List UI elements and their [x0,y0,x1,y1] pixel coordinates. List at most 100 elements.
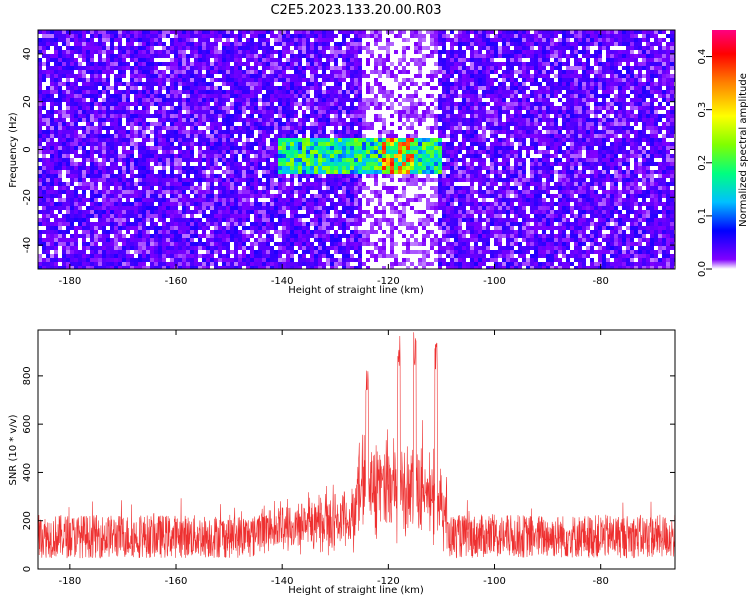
spectrogram-cell [170,70,174,74]
spectrogram-cell [618,70,622,74]
spectrogram-cell [126,134,130,138]
spectrogram-cell [614,150,618,154]
spectrogram-cell [502,86,506,90]
spectrogram-cell [322,66,326,70]
spectrogram-cell [614,166,618,170]
spectrogram-cell [506,158,510,162]
spectrogram-cell [602,150,606,154]
spectrogram-cell [174,58,178,62]
spectrogram-cell [146,58,150,62]
spectrogram-cell [294,142,298,146]
spectrogram-cell [602,126,606,130]
spectrogram-cell [422,162,426,166]
spectrogram-cell [506,130,510,134]
spectrogram-cell [210,142,214,146]
spectrogram-cell [86,38,90,42]
spectrogram-cell [302,98,306,102]
spectrogram-cell [230,42,234,46]
spectrogram-cell [446,86,450,90]
spectrogram-cell [102,66,106,70]
spectrogram-cell [54,58,58,62]
spectrogram-cell [326,110,330,114]
spectrogram-cell [142,102,146,106]
spectrogram-cell [458,86,462,90]
spectrogram-cell [586,90,590,94]
spectrogram-cell [54,90,58,94]
spectrogram-cell [402,70,406,74]
spectrogram-cell [298,66,302,70]
spectrogram-cell [398,86,402,90]
spectrogram-cell [142,174,146,178]
spectrogram-cell [670,118,674,122]
spectrogram-cell [90,70,94,74]
spectrogram-cell [198,170,202,174]
spectrogram-cell [178,138,182,142]
spectrogram-cell [98,170,102,174]
spectrogram-cell [86,62,90,66]
spectrogram-cell [58,30,62,34]
spectrogram-cell [494,134,498,138]
spectrogram-cell [74,58,78,62]
spectrogram-cell [510,66,514,70]
spectrogram-cell [606,38,610,42]
spectrogram-cell [194,46,198,50]
spectrogram-cell [150,42,154,46]
spectrogram-cell [502,94,506,98]
spectrogram-cell [322,38,326,42]
spectrogram-cell [558,54,562,58]
spectrogram-cell [46,98,50,102]
spectrogram-cell [662,126,666,130]
spectrogram-cell [194,98,198,102]
spectrogram-cell [462,70,466,74]
spectrogram-cell [510,102,514,106]
spectrogram-cell [214,166,218,170]
spectrogram-cell [614,102,618,106]
spectrogram-cell [50,94,54,98]
spectrogram-cell [102,110,106,114]
spectrogram-cell [230,114,234,118]
spectrogram-cell [386,94,390,98]
spectrogram-cell [662,90,666,94]
spectrogram-cell [450,58,454,62]
spectrogram-cell [278,122,282,126]
spectrogram-cell [142,150,146,154]
spectrogram-cell [514,150,518,154]
spectrogram-cell [514,94,518,98]
spectrogram-cell [234,110,238,114]
spectrogram-cell [326,102,330,106]
spectrogram-cell [418,146,422,150]
spectrogram-cell [558,138,562,142]
spectrogram-cell [282,90,286,94]
spectrogram-cell [426,142,430,146]
spectrogram-cell [510,146,514,150]
spectrogram-cell [182,42,186,46]
spectrogram-cell [158,138,162,142]
spectrogram-cell [110,138,114,142]
spectrogram-cell [670,162,674,166]
spectrogram-cell [542,170,546,174]
spectrogram-cell [286,90,290,94]
spectrogram-cell [558,158,562,162]
spectrogram-cell [394,138,398,142]
spectrogram-cell [462,78,466,82]
spectrogram-cell [350,30,354,34]
spectrogram-cell [662,114,666,118]
spectrogram-cell [226,142,230,146]
spectrogram-cell [118,106,122,110]
spectrogram-cell [258,54,262,58]
spectrogram-cell [150,174,154,178]
spectrogram-cell [630,50,634,54]
spectrogram-cell [346,66,350,70]
spectrogram-cell [142,58,146,62]
spectrogram-cell [478,118,482,122]
spectrogram-cell [282,74,286,78]
spectrogram-cell [558,110,562,114]
spectrogram-cell [538,50,542,54]
spectrogram-cell [306,46,310,50]
spectrogram-cell [502,102,506,106]
spectrogram-cell [490,82,494,86]
spectrogram-cell [314,38,318,42]
spectrogram-cell [146,98,150,102]
spectrogram-cell [70,74,74,78]
spectrogram-cell [318,106,322,110]
